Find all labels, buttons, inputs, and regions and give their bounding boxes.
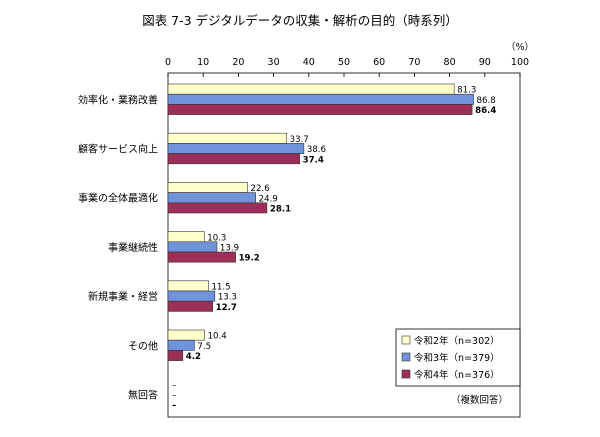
legend-label: 令和4年（n=376） <box>414 369 500 381</box>
x-tick-label: 90 <box>479 57 491 68</box>
bar <box>167 339 195 351</box>
bar <box>167 241 218 253</box>
data-label: 81.3 <box>457 86 476 96</box>
data-label: 10.3 <box>207 233 226 243</box>
bar <box>167 192 256 204</box>
data-label: – <box>172 391 176 401</box>
data-label: 38.6 <box>307 145 326 155</box>
category-label: 事業継続性 <box>108 241 158 254</box>
bar <box>167 143 305 154</box>
x-tick-label: 0 <box>165 57 171 68</box>
data-label: 86.4 <box>475 106 496 116</box>
legend-label: 令和2年（n=302） <box>414 335 500 347</box>
data-label: 22.6 <box>251 184 270 194</box>
bar <box>167 104 473 115</box>
bar <box>167 350 184 361</box>
data-label: 11.5 <box>211 283 230 293</box>
category-label: 効率化・業務改善 <box>78 93 158 106</box>
bar <box>167 251 236 263</box>
category-label: その他 <box>128 339 158 352</box>
data-label: 86.8 <box>477 96 496 106</box>
data-label: 28.1 <box>270 205 291 215</box>
bar <box>167 290 216 302</box>
bar <box>167 300 214 312</box>
legend-swatch <box>401 352 411 362</box>
x-tick-label: 20 <box>232 57 244 68</box>
chart-title: 図表 7-3 デジタルデータの収集・解析の目的（時系列） <box>142 13 458 28</box>
x-tick-label: 30 <box>268 57 280 68</box>
x-tick-label: 10 <box>197 57 209 68</box>
category-label: 無回答 <box>128 389 158 402</box>
data-label: 33.7 <box>290 135 309 145</box>
data-label: 7.5 <box>197 342 211 352</box>
x-tick-label: 100 <box>511 57 529 68</box>
x-tick-label: 70 <box>408 57 420 68</box>
unit-label: （%） <box>506 41 534 53</box>
category-label: 事業の全体最適化 <box>78 192 158 205</box>
x-tick-label: 40 <box>303 57 315 68</box>
legend-label: 令和3年（n=379） <box>414 352 500 364</box>
data-label: – <box>172 380 176 390</box>
x-tick-label: 80 <box>444 57 456 68</box>
data-label: – <box>172 401 176 411</box>
bar <box>167 182 248 193</box>
x-tick-label: 50 <box>338 57 350 68</box>
data-label: 4.2 <box>186 352 201 362</box>
category-label: 顧客サービス向上 <box>78 143 158 156</box>
x-tick-label: 60 <box>373 57 385 68</box>
data-label: 19.2 <box>239 254 260 264</box>
data-label: 24.9 <box>259 194 278 204</box>
legend-swatch <box>401 369 411 379</box>
bar <box>167 280 209 292</box>
bar <box>167 153 300 165</box>
legend-box <box>395 328 521 387</box>
legend-swatch <box>401 335 411 345</box>
bar <box>167 132 287 144</box>
data-label: 13.9 <box>220 244 239 254</box>
note-label: （複数回答） <box>451 394 508 406</box>
data-label: 13.3 <box>218 293 237 303</box>
bar <box>167 329 205 341</box>
bar <box>167 231 205 243</box>
bar <box>167 83 455 95</box>
bar <box>167 93 474 105</box>
data-label: 37.4 <box>303 155 324 165</box>
data-label: 10.4 <box>208 332 227 342</box>
category-label: 新規事業・経営 <box>88 290 158 303</box>
bar <box>167 202 268 214</box>
data-label: 12.7 <box>216 303 237 313</box>
